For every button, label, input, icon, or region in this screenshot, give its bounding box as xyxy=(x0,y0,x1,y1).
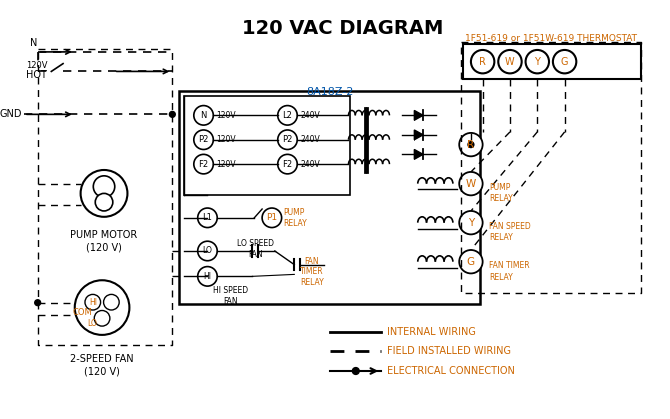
Text: 240V: 240V xyxy=(300,160,320,168)
Circle shape xyxy=(85,295,100,310)
Text: P2: P2 xyxy=(282,135,293,144)
Circle shape xyxy=(525,50,549,73)
Text: Y: Y xyxy=(535,57,540,67)
Circle shape xyxy=(459,172,482,195)
Circle shape xyxy=(75,280,129,335)
Text: R: R xyxy=(468,140,474,150)
Text: F2: F2 xyxy=(198,160,208,168)
Text: FAN SPEED
RELAY: FAN SPEED RELAY xyxy=(490,222,531,243)
Bar xyxy=(463,44,641,79)
Circle shape xyxy=(278,106,297,125)
Text: FAN TIMER
RELAY: FAN TIMER RELAY xyxy=(490,261,530,282)
Text: LO SPEED
FAN: LO SPEED FAN xyxy=(237,239,274,259)
Circle shape xyxy=(80,170,127,217)
Text: 8A18Z-2: 8A18Z-2 xyxy=(306,87,353,97)
Text: HI SPEED
FAN: HI SPEED FAN xyxy=(213,286,249,305)
Text: LO: LO xyxy=(87,319,97,328)
Text: PUMP
RELAY: PUMP RELAY xyxy=(283,208,308,228)
Circle shape xyxy=(471,50,494,73)
Circle shape xyxy=(262,208,281,228)
Text: HOT: HOT xyxy=(26,70,47,80)
Text: 120V: 120V xyxy=(216,135,236,144)
Polygon shape xyxy=(414,111,423,120)
Circle shape xyxy=(95,194,113,211)
Text: 120V: 120V xyxy=(216,111,236,120)
Text: W: W xyxy=(466,178,476,189)
Text: F2: F2 xyxy=(283,160,293,168)
Text: W: W xyxy=(505,57,515,67)
Text: Y: Y xyxy=(468,218,474,228)
Polygon shape xyxy=(414,130,423,140)
Circle shape xyxy=(278,154,297,174)
Text: 2-SPEED FAN
(120 V): 2-SPEED FAN (120 V) xyxy=(70,354,134,377)
Text: ELECTRICAL CONNECTION: ELECTRICAL CONNECTION xyxy=(387,366,515,376)
Text: G: G xyxy=(561,57,568,67)
Text: N: N xyxy=(30,38,38,48)
Text: LO: LO xyxy=(202,246,212,256)
Text: 120 VAC DIAGRAM: 120 VAC DIAGRAM xyxy=(243,19,444,38)
Polygon shape xyxy=(414,150,423,159)
Circle shape xyxy=(198,208,217,228)
Circle shape xyxy=(459,250,482,274)
Text: N: N xyxy=(200,111,207,120)
Circle shape xyxy=(459,211,482,234)
Text: GND: GND xyxy=(0,109,22,119)
Text: HI: HI xyxy=(204,272,212,281)
Circle shape xyxy=(198,241,217,261)
Text: INTERNAL WIRING: INTERNAL WIRING xyxy=(387,327,476,337)
Text: FIELD INSTALLED WIRING: FIELD INSTALLED WIRING xyxy=(387,347,511,357)
Text: 120V: 120V xyxy=(26,61,48,70)
Circle shape xyxy=(468,142,474,147)
Text: COM: COM xyxy=(72,308,92,317)
Circle shape xyxy=(194,154,213,174)
Circle shape xyxy=(194,130,213,150)
Text: FAN
TIMER
RELAY: FAN TIMER RELAY xyxy=(300,257,324,287)
Circle shape xyxy=(498,50,522,73)
Text: 240V: 240V xyxy=(300,111,320,120)
Text: HI: HI xyxy=(89,298,97,307)
Circle shape xyxy=(104,295,119,310)
Circle shape xyxy=(352,367,359,375)
Text: PUMP
RELAY: PUMP RELAY xyxy=(490,184,513,204)
Bar xyxy=(184,96,350,195)
Text: P1: P1 xyxy=(266,213,277,222)
Circle shape xyxy=(553,50,576,73)
Text: G: G xyxy=(467,257,475,267)
Text: L1: L1 xyxy=(202,213,212,222)
Text: R: R xyxy=(479,57,486,67)
Text: PUMP MOTOR
(120 V): PUMP MOTOR (120 V) xyxy=(70,230,137,253)
Circle shape xyxy=(198,266,217,286)
Circle shape xyxy=(93,176,115,197)
Text: 1F51-619 or 1F51W-619 THERMOSTAT: 1F51-619 or 1F51W-619 THERMOSTAT xyxy=(465,34,637,43)
Circle shape xyxy=(194,106,213,125)
Circle shape xyxy=(278,130,297,150)
Circle shape xyxy=(35,300,41,305)
Text: 240V: 240V xyxy=(300,135,320,144)
Text: 120V: 120V xyxy=(216,160,236,168)
Text: P2: P2 xyxy=(198,135,209,144)
Circle shape xyxy=(459,133,482,156)
Text: L2: L2 xyxy=(283,111,292,120)
Bar xyxy=(179,91,480,304)
Circle shape xyxy=(170,111,176,117)
Circle shape xyxy=(94,310,110,326)
